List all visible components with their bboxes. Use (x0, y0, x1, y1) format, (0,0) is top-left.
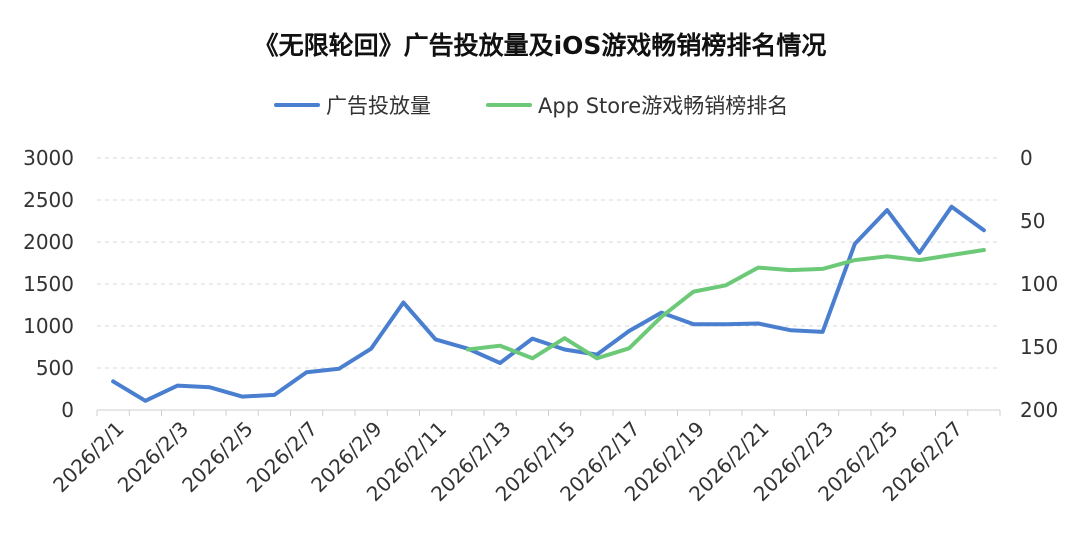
chart-title: 《无限轮回》广告投放量及iOS游戏畅销榜排名情况 (254, 31, 827, 60)
x-axis: 2026/2/12026/2/32026/2/52026/2/72026/2/9… (48, 410, 1001, 506)
y-right-tick-label: 200 (1020, 398, 1058, 422)
grid-lines (97, 157, 1000, 411)
legend-label-app-store-rank: App Store游戏畅销榜排名 (538, 94, 788, 118)
y-axis-left: 0 500 1000 1500 2000 2500 3000 (23, 146, 74, 422)
y-left-tick-label: 1500 (23, 272, 74, 296)
y-left-tick-label: 2000 (23, 230, 74, 254)
y-axis-right: 0 50 100 150 200 (1020, 146, 1058, 422)
y-left-tick-label: 1000 (23, 314, 74, 338)
series-line-ad-volume (111, 204, 986, 403)
y-left-tick-label: 500 (36, 356, 74, 380)
y-right-tick-label: 0 (1020, 146, 1033, 170)
y-left-tick-label: 0 (61, 398, 74, 422)
y-left-tick-label: 3000 (23, 146, 74, 170)
legend: 广告投放量 App Store游戏畅销榜排名 (274, 94, 788, 118)
y-right-tick-label: 100 (1020, 272, 1058, 296)
y-left-tick-label: 2500 (23, 188, 74, 212)
y-right-tick-label: 50 (1020, 209, 1045, 233)
series-lines (111, 204, 986, 403)
legend-label-ad-volume: 广告投放量 (326, 94, 431, 118)
series-line-app-store-rank (465, 248, 986, 361)
y-right-tick-label: 150 (1020, 335, 1058, 359)
